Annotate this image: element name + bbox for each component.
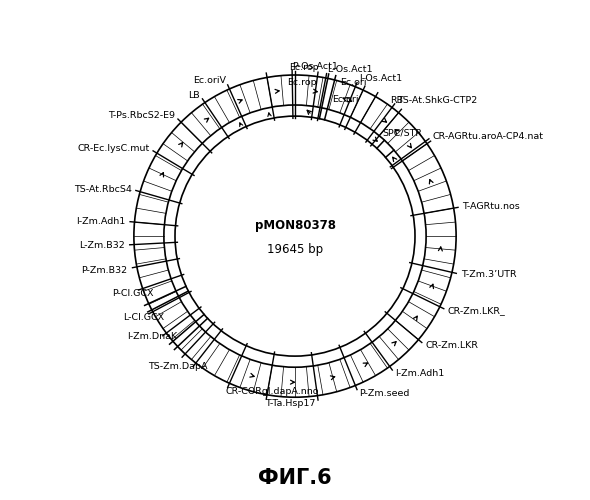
Text: P-Cl.GCX: P-Cl.GCX (113, 288, 154, 298)
Text: Ec.ori: Ec.ori (340, 78, 367, 86)
Text: CR-CORgl.dapA.nno: CR-CORgl.dapA.nno (226, 387, 319, 396)
Text: ФИГ.6: ФИГ.6 (258, 468, 332, 488)
Text: CR-AGRtu.aroA-CP4.nat: CR-AGRtu.aroA-CP4.nat (432, 132, 543, 140)
Text: CR-Zm.LKR_: CR-Zm.LKR_ (448, 306, 506, 315)
Text: P-Os.Act1: P-Os.Act1 (292, 62, 338, 70)
Text: I-Zm.Adh1: I-Zm.Adh1 (76, 217, 126, 226)
Text: L-Os.Act1: L-Os.Act1 (327, 64, 373, 74)
Text: TS-Zm.DapA: TS-Zm.DapA (148, 362, 207, 371)
Text: TS-At.ShkG-CTP2: TS-At.ShkG-CTP2 (397, 96, 477, 105)
Text: CR-Zm.LKR: CR-Zm.LKR (425, 341, 478, 350)
Text: Ec.rop: Ec.rop (287, 78, 317, 86)
Text: L-Zm.B32: L-Zm.B32 (80, 240, 125, 250)
Text: SPC/STR: SPC/STR (382, 128, 422, 137)
Text: T-Zm.3’UTR: T-Zm.3’UTR (461, 270, 516, 279)
Text: P-Zm.B32: P-Zm.B32 (81, 266, 127, 274)
Text: LB: LB (188, 90, 200, 100)
Text: T-AGRtu.nos: T-AGRtu.nos (463, 202, 520, 211)
Text: Ec.oriV: Ec.oriV (193, 76, 226, 86)
Text: CR-Ec.lysC.mut: CR-Ec.lysC.mut (77, 144, 149, 153)
Text: I-Zm.Adh1: I-Zm.Adh1 (395, 369, 444, 378)
Text: I-Zm.DnaK: I-Zm.DnaK (127, 332, 177, 342)
Text: 19645 bp: 19645 bp (267, 243, 323, 256)
Text: TS-At.RbcS4: TS-At.RbcS4 (74, 185, 132, 194)
Text: T-Ta.Hsp17: T-Ta.Hsp17 (266, 399, 316, 408)
Text: Ec.ori: Ec.ori (332, 94, 359, 104)
Text: pMON80378: pMON80378 (254, 218, 336, 232)
Text: P-Zm.seed: P-Zm.seed (359, 389, 409, 398)
Text: RB: RB (390, 96, 403, 105)
Text: L-Cl.GCX: L-Cl.GCX (123, 314, 164, 322)
Text: Ec.rop: Ec.rop (289, 64, 319, 72)
Text: I-Os.Act1: I-Os.Act1 (359, 74, 402, 83)
Text: T-Ps.RbcS2-E9: T-Ps.RbcS2-E9 (108, 112, 175, 120)
